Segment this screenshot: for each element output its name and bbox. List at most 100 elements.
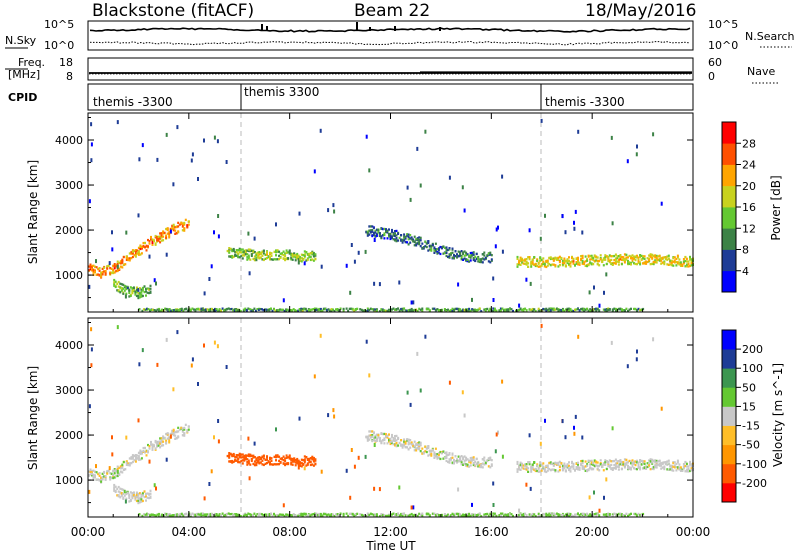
power-cell bbox=[296, 254, 299, 257]
power-cell bbox=[598, 259, 601, 263]
velocity-cell bbox=[243, 457, 246, 460]
velocity-isolated-cell bbox=[573, 431, 576, 436]
power-cell bbox=[528, 258, 531, 261]
velocity-cell bbox=[530, 465, 533, 468]
velocity-cell bbox=[156, 442, 159, 445]
power-cell bbox=[391, 230, 393, 233]
velocity-cell bbox=[483, 513, 486, 516]
power-cell bbox=[287, 251, 290, 254]
velocity-cell bbox=[521, 513, 524, 517]
velocity-cell bbox=[557, 470, 560, 473]
velocity-cell bbox=[91, 472, 93, 476]
velocity-cell bbox=[592, 463, 595, 466]
power-cell bbox=[574, 264, 576, 267]
power-cell bbox=[595, 259, 598, 262]
power-cell bbox=[492, 307, 495, 310]
velocity-isolated-cell bbox=[203, 496, 206, 501]
power-cell bbox=[250, 310, 253, 313]
power-cell bbox=[180, 307, 183, 310]
power-cell bbox=[619, 254, 622, 257]
power-cell bbox=[242, 308, 245, 311]
velocity-cell bbox=[604, 461, 607, 464]
velocity-cell bbox=[303, 458, 306, 461]
velocity-cell bbox=[593, 459, 596, 462]
velocity-cell bbox=[154, 441, 157, 444]
power-cell bbox=[369, 307, 372, 310]
power-isolated-cell bbox=[197, 177, 199, 181]
velocity-cell bbox=[401, 512, 404, 515]
power-cell bbox=[422, 247, 425, 250]
velocity-cell bbox=[233, 514, 236, 517]
velocity-cell bbox=[264, 458, 267, 461]
power-isolated-cell bbox=[561, 214, 564, 219]
velocity-cell bbox=[153, 444, 155, 448]
power-cell bbox=[362, 309, 365, 312]
power-cell bbox=[115, 263, 118, 266]
power-cell bbox=[518, 308, 521, 312]
velocity-isolated-cell bbox=[495, 432, 498, 437]
power-cell bbox=[663, 262, 666, 266]
velocity-cell bbox=[143, 495, 146, 499]
power-isolated-cell bbox=[203, 138, 205, 143]
power-isolated-cell bbox=[210, 264, 213, 269]
velocity-cell bbox=[135, 491, 138, 494]
velocity-cell bbox=[548, 467, 551, 471]
velocity-cell bbox=[689, 469, 691, 473]
velocity-cell bbox=[611, 513, 614, 516]
cpid-segment-1: themis -3300 bbox=[93, 95, 173, 109]
velocity-cell bbox=[304, 512, 307, 516]
velocity-y-tick-label: 1000 bbox=[55, 474, 83, 487]
power-cell bbox=[131, 249, 134, 252]
velocity-cell bbox=[499, 512, 502, 515]
velocity-cell bbox=[220, 514, 223, 517]
velocity-cell bbox=[313, 512, 316, 515]
velocity-cell bbox=[288, 454, 291, 457]
power-cell bbox=[161, 308, 164, 311]
velocity-cell bbox=[489, 456, 492, 459]
velocity-cell bbox=[179, 513, 182, 516]
power-cell bbox=[128, 259, 131, 262]
velocity-cell bbox=[231, 454, 234, 458]
power-isolated-cell bbox=[217, 214, 220, 218]
velocity-cell bbox=[679, 467, 682, 471]
power-isolated-cell bbox=[248, 271, 251, 276]
velocity-cell bbox=[586, 512, 589, 515]
power-isolated-cell bbox=[373, 238, 376, 242]
velocity-cell bbox=[592, 513, 595, 516]
power-cell bbox=[395, 308, 398, 311]
power-cell bbox=[229, 255, 232, 258]
velocity-cell bbox=[589, 459, 592, 463]
velocity-cell bbox=[566, 464, 569, 467]
velocity-cell bbox=[465, 459, 468, 462]
velocity-cell bbox=[605, 514, 608, 517]
power-cell bbox=[578, 309, 581, 312]
velocity-cell bbox=[296, 459, 299, 462]
power-cell bbox=[453, 256, 455, 259]
x-tick-label: 12:00 bbox=[373, 525, 408, 539]
velocity-cell bbox=[620, 468, 623, 471]
velocity-cell bbox=[284, 457, 287, 460]
velocity-cell bbox=[404, 440, 407, 443]
velocity-cell bbox=[168, 514, 171, 517]
velocity-cell bbox=[366, 512, 369, 515]
power-cell bbox=[524, 259, 527, 262]
power-cell bbox=[669, 263, 672, 266]
velocity-isolated-cell bbox=[364, 454, 367, 459]
power-cell bbox=[530, 265, 533, 268]
velocity-cell bbox=[628, 459, 631, 463]
velocity-cell bbox=[560, 514, 563, 517]
velocity-cell bbox=[380, 440, 383, 443]
velocity-cell bbox=[374, 436, 377, 439]
power-cell bbox=[416, 309, 419, 313]
velocity-cell bbox=[265, 514, 268, 518]
velocity-cell bbox=[131, 454, 134, 457]
velocity-cell bbox=[248, 513, 251, 516]
power-cell bbox=[293, 252, 296, 255]
velocity-isolated-cell bbox=[141, 348, 144, 353]
power-cell bbox=[651, 262, 654, 265]
velocity-cell bbox=[448, 458, 451, 461]
velocity-cell bbox=[450, 514, 452, 517]
velocity-isolated-cell bbox=[327, 413, 330, 418]
power-cell bbox=[407, 243, 410, 246]
velocity-cell bbox=[287, 462, 290, 465]
